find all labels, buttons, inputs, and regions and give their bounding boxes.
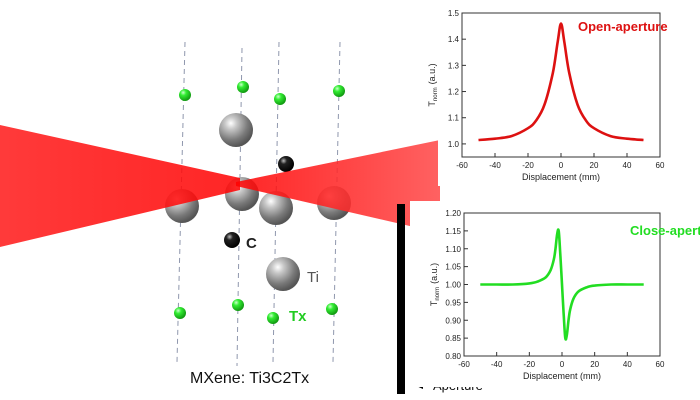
termination-atom (232, 299, 244, 311)
y-tick-label: 1.05 (445, 263, 461, 272)
lattice-line (236, 47, 243, 367)
y-axis-label-unit: (a.u.) (427, 63, 437, 84)
x-tick-label: 40 (623, 161, 632, 170)
x-tick-label: -20 (522, 161, 534, 170)
titanium-atom (259, 191, 293, 225)
carbon-atom (224, 232, 240, 248)
x-axis-label: Displacement (mm) (522, 172, 600, 182)
x-tick-label: -60 (458, 360, 470, 369)
y-axis-label-unit: (a.u.) (429, 263, 439, 284)
chart-background (438, 3, 700, 186)
termination-atom (237, 81, 249, 93)
y-axis-label-main: T (427, 101, 437, 107)
x-tick-label: 40 (623, 360, 632, 369)
y-tick-label: 0.80 (445, 352, 461, 361)
transmittance-curve (480, 228, 644, 341)
titanium-label: Ti (307, 269, 319, 286)
y-tick-label: 0.95 (445, 298, 461, 307)
open-aperture-chart: -60 -40 -20 0 20 40 60 1.0 1.1 1.2 1.3 1.4 1.5 Displa… (427, 3, 700, 186)
termination-atom (179, 89, 191, 101)
beam-right-cone (236, 140, 440, 233)
aperture-bar (397, 204, 405, 394)
structure-label: MXene: Ti3C2Tx (190, 370, 309, 387)
y-tick-label: 0.85 (445, 334, 461, 343)
y-axis-label-main: T (429, 300, 439, 306)
chart-title: Open-aperture (578, 19, 668, 34)
termination-atom (274, 93, 286, 105)
x-tick-label: -40 (489, 161, 501, 170)
x-axis-label: Displacement (mm) (523, 371, 601, 381)
lattice-lines (176, 41, 341, 367)
termination-atom (333, 85, 345, 97)
x-tick-label: -40 (491, 360, 503, 369)
titanium-atom (219, 113, 253, 147)
termination-atoms-top (179, 81, 345, 105)
termination-label: Tx (289, 308, 307, 325)
termination-atom (326, 303, 338, 315)
close-aperture-chart: -60 -40 -20 0 20 40 60 0.80 0.85 0.90 0.95 1.00 1.05… (410, 201, 700, 387)
y-axis-label: Tnorm (a.u.) (429, 263, 441, 306)
y-tick-label: 1.5 (448, 9, 460, 18)
carbon-label: C (246, 235, 257, 252)
atoms-front (174, 232, 338, 324)
termination-atom (267, 312, 279, 324)
y-tick-label: 1.00 (445, 281, 461, 290)
y-tick-label: 1.1 (448, 114, 460, 123)
y-tick-label: 0.90 (445, 316, 461, 325)
x-tick-label: -60 (456, 161, 468, 170)
chart-title: Close-aperture (630, 223, 700, 238)
y-tick-label: 1.2 (448, 88, 460, 97)
x-tick-label: -20 (524, 360, 536, 369)
y-tick-label: 1.20 (445, 209, 461, 218)
x-tick-label: 60 (656, 360, 665, 369)
titanium-atom (266, 257, 300, 291)
termination-atom (174, 307, 186, 319)
y-tick-label: 1.10 (445, 245, 461, 254)
y-tick-label: 1.3 (448, 61, 460, 70)
y-axis-label-sub: norm (435, 287, 441, 301)
y-tick-label: 1.4 (448, 35, 460, 44)
y-tick-label: 1.15 (445, 227, 461, 236)
transmittance-curve (478, 22, 644, 142)
x-tick-label: 20 (590, 161, 599, 170)
y-axis-label-sub: norm (433, 87, 439, 101)
y-tick-label: 1.0 (448, 140, 460, 149)
y-axis-label: Tnorm (a.u.) (427, 63, 439, 106)
carbon-atom (278, 156, 294, 172)
x-tick-label: 0 (559, 161, 564, 170)
beam-left-cone (0, 125, 240, 247)
x-tick-label: 20 (590, 360, 599, 369)
x-tick-label: 60 (656, 161, 665, 170)
x-tick-label: 0 (560, 360, 565, 369)
